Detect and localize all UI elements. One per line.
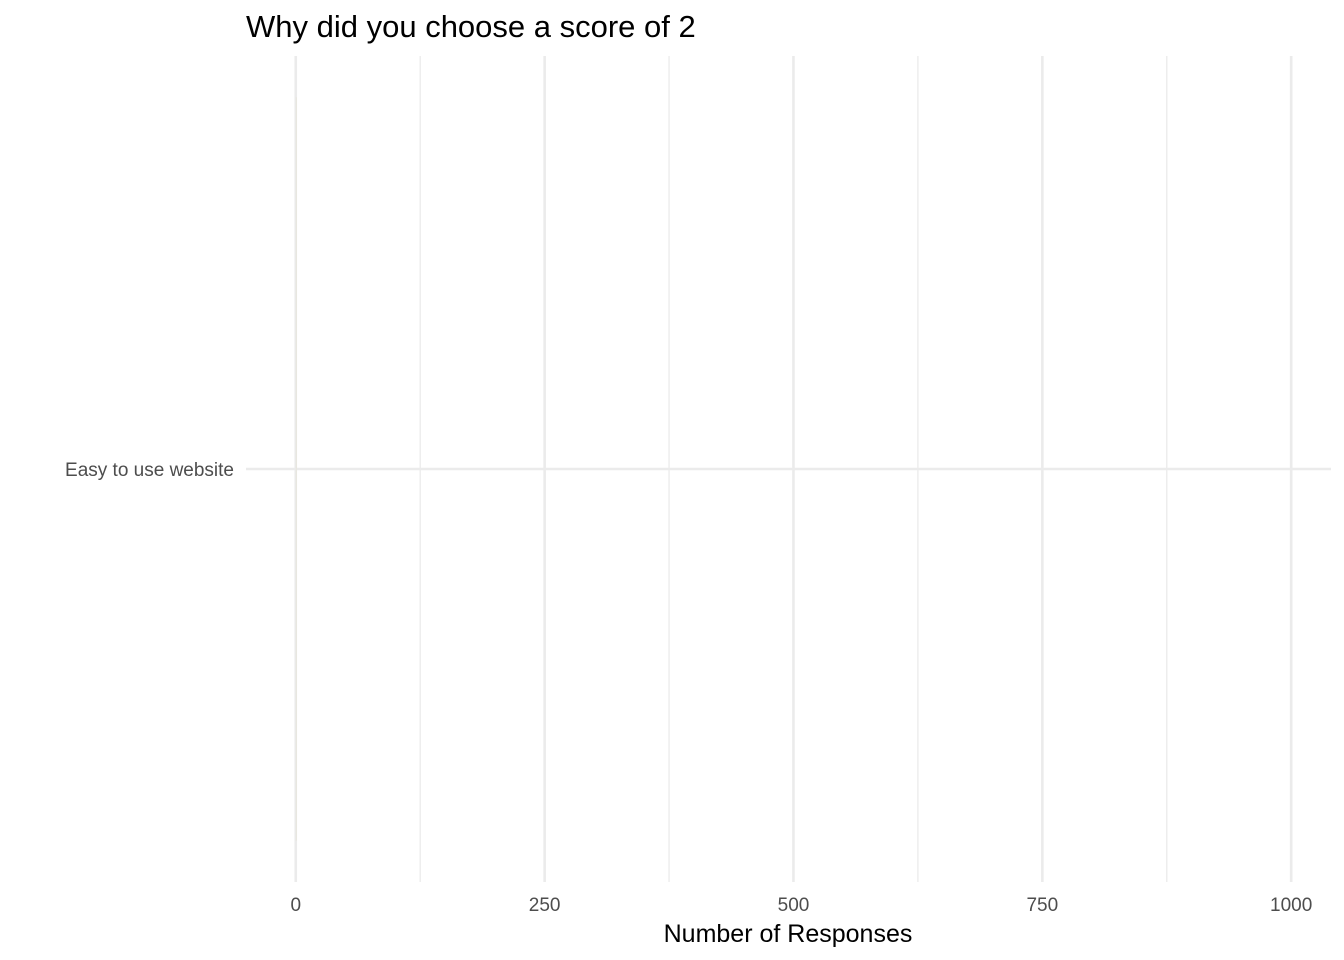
x-axis-tick-labels: 0 250 500 750 1000: [290, 895, 1312, 916]
x-axis-title: Number of Responses: [664, 920, 913, 948]
x-tick-label: 750: [1026, 895, 1058, 916]
x-tick-label: 250: [529, 895, 561, 916]
x-tick-label: 0: [290, 895, 301, 916]
y-axis-tick-labels: Easy to use website: [65, 460, 234, 481]
x-tick-label: 1000: [1270, 895, 1312, 916]
y-tick-label: Easy to use website: [65, 460, 234, 481]
x-tick-label: 500: [778, 895, 810, 916]
chart-title: Why did you choose a score of 2: [246, 9, 696, 44]
bar: [295, 97, 297, 841]
grid-lines: [246, 56, 1331, 882]
bars: [295, 97, 297, 841]
